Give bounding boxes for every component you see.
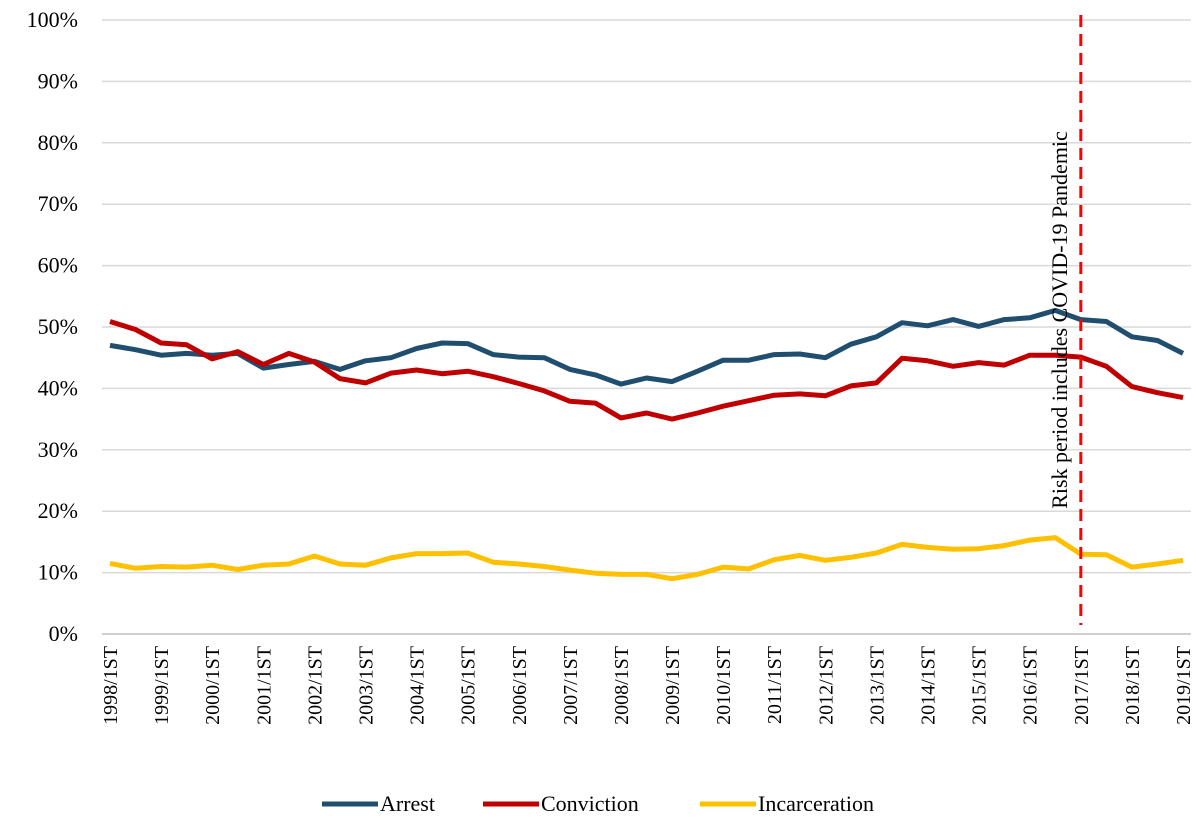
series-line	[109, 307, 1185, 387]
y-tick-label: 20%	[38, 498, 78, 523]
y-tick-label: 30%	[38, 437, 78, 462]
x-tick-label: 1999/1ST	[151, 646, 173, 725]
x-tick-label: 2006/1ST	[509, 646, 531, 725]
x-tick-label: 2005/1ST	[458, 646, 480, 725]
x-tick-label: 2012/1ST	[815, 646, 837, 725]
x-tick-label: 2008/1ST	[611, 646, 633, 725]
y-tick-label: 80%	[38, 130, 78, 155]
annotation-text: Risk period includes COVID-19 Pandemic	[1047, 131, 1072, 509]
legend-label: Incarceration	[758, 791, 874, 816]
y-tick-label: 100%	[27, 7, 78, 32]
x-tick-label: 2014/1ST	[918, 646, 940, 725]
y-tick-label: 0%	[49, 621, 78, 646]
y-tick-label: 70%	[38, 191, 78, 216]
x-tick-label: 2007/1ST	[560, 646, 582, 725]
x-tick-label: 2015/1ST	[969, 646, 991, 725]
legend-label: Arrest	[380, 791, 435, 816]
y-tick-label: 60%	[38, 253, 78, 278]
legend-label: Conviction	[541, 791, 639, 816]
x-tick-label: 2009/1ST	[662, 646, 684, 725]
x-tick-label: 1998/1ST	[100, 646, 122, 725]
x-tick-label: 2017/1ST	[1071, 646, 1093, 725]
y-tick-label: 10%	[38, 560, 78, 585]
y-tick-label: 40%	[38, 375, 78, 400]
x-tick-label: 2019/1ST	[1173, 646, 1195, 725]
y-tick-label: 90%	[38, 68, 78, 93]
x-tick-label: 2010/1ST	[713, 646, 735, 725]
x-tick-label: 2018/1ST	[1122, 646, 1144, 725]
x-tick-label: 2011/1ST	[764, 646, 786, 724]
x-tick-label: 2004/1ST	[407, 646, 429, 725]
x-tick-label: 2003/1ST	[355, 646, 377, 725]
series-line	[109, 535, 1184, 582]
x-tick-label: 2001/1ST	[253, 646, 275, 725]
series-line	[109, 319, 1184, 422]
y-tick-label: 50%	[38, 314, 78, 339]
x-tick-label: 2002/1ST	[304, 646, 326, 725]
x-tick-label: 2000/1ST	[202, 646, 224, 725]
x-tick-label: 2016/1ST	[1020, 646, 1042, 725]
x-tick-label: 2013/1ST	[866, 646, 888, 725]
